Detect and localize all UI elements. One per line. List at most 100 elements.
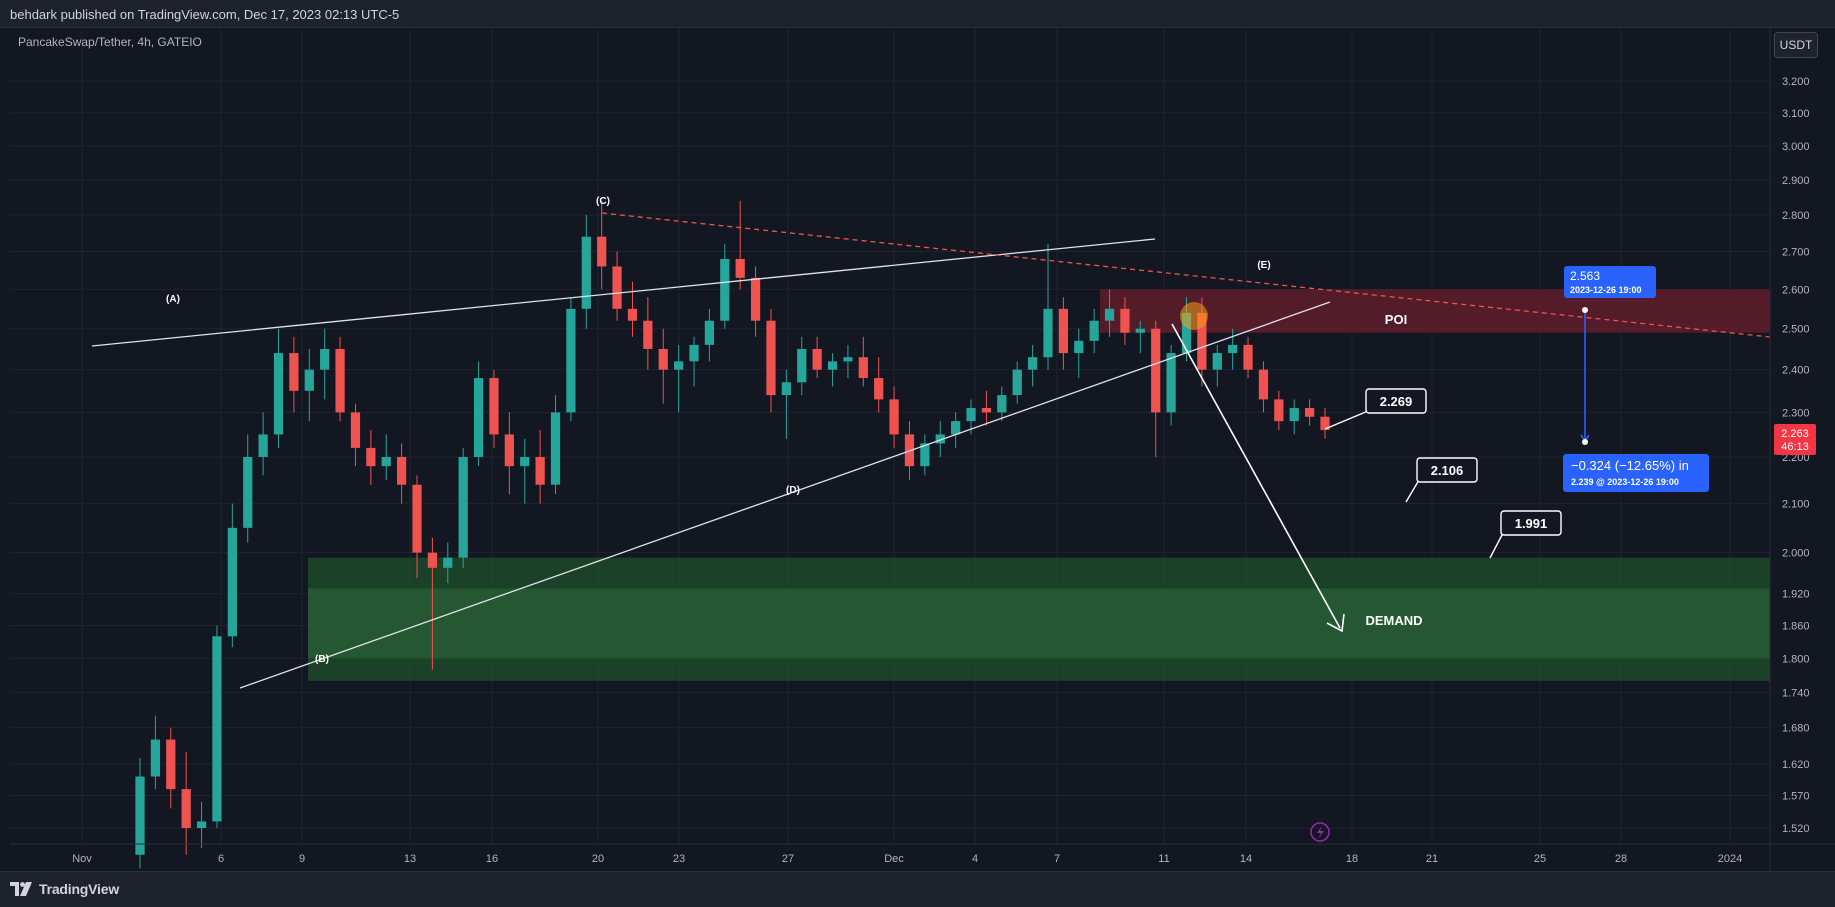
wave-label: (C)	[596, 196, 610, 207]
measure-end-info: 2.239 @ 2023-12-26 19:00	[1571, 477, 1679, 487]
measure-start-dot	[1582, 307, 1588, 313]
time-tick-label: 20	[592, 853, 604, 865]
candle-body	[812, 348, 822, 370]
time-tick-label: 13	[404, 853, 416, 865]
candle-body	[997, 395, 1007, 413]
price-tick-label: 2.100	[1782, 499, 1810, 511]
candle-body	[550, 412, 561, 485]
wave-label: (D)	[786, 485, 800, 496]
drawings-layer: (A) (B) (C) (D) (E)	[91, 196, 1771, 689]
symbol-info[interactable]: PancakeSwap/Tether, 4h, GATEIO	[18, 35, 202, 49]
candle-body	[381, 456, 391, 467]
candle-body	[166, 739, 176, 790]
candle-body	[212, 636, 222, 822]
candle-body	[1043, 308, 1053, 358]
price-tick-label: 1.860	[1782, 620, 1810, 632]
price-tick-label: 2.800	[1782, 210, 1810, 222]
price-tick-label: 1.620	[1782, 759, 1810, 771]
candle-body	[150, 739, 161, 777]
candle-body	[797, 348, 807, 383]
time-tick-label: 14	[1240, 853, 1252, 865]
candle-body	[181, 789, 191, 828]
current-price-tag	[1774, 424, 1816, 455]
candle-body	[750, 277, 761, 321]
candle-body	[1135, 328, 1145, 333]
candle-body	[1027, 357, 1038, 370]
candle-body	[135, 776, 145, 855]
candle-body	[1274, 399, 1284, 422]
resistance-dashed-line	[601, 212, 1771, 338]
time-tick-label: Nov	[72, 853, 92, 865]
target-pointer	[1405, 479, 1420, 503]
target-pointer	[1324, 410, 1369, 430]
time-tick-label: 23	[673, 853, 685, 865]
candle-body	[335, 348, 345, 413]
candle-body	[566, 308, 576, 413]
candle-body	[612, 266, 622, 309]
candle-body	[581, 236, 591, 309]
candle-body	[1228, 344, 1238, 354]
candle-body	[243, 456, 253, 528]
lightning-icon	[1310, 822, 1330, 842]
time-tick-label: 18	[1346, 853, 1358, 865]
highlight-circle	[1180, 302, 1208, 330]
candle-body	[1074, 340, 1084, 354]
currency-button[interactable]: USDT	[1774, 32, 1818, 58]
time-tick-label: 6	[218, 853, 224, 865]
measure-start-box	[1564, 266, 1656, 298]
time-tick-label: 11	[1158, 853, 1169, 865]
candle-body	[720, 258, 730, 321]
target-label: 2.106	[1431, 463, 1464, 478]
candle-body	[196, 821, 207, 828]
time-tick-label: Dec	[884, 853, 904, 865]
target-box	[1416, 457, 1478, 483]
candle-body	[427, 552, 438, 568]
price-tick-label: 3.000	[1782, 141, 1810, 153]
candle-body	[273, 353, 284, 435]
candle-body	[412, 484, 422, 553]
plot-background	[10, 28, 1770, 844]
tradingview-logo-icon	[10, 882, 32, 896]
time-tick-label: 7	[1054, 853, 1060, 865]
candle-body	[535, 456, 545, 485]
candle-body	[1058, 308, 1068, 354]
time-tick-label: 28	[1615, 853, 1627, 865]
price-tick-label: 1.680	[1782, 723, 1810, 735]
candle-body	[320, 348, 330, 370]
tradingview-logo[interactable]: TradingView	[10, 881, 119, 897]
price-tick-label: 2.400	[1782, 365, 1810, 377]
candle-body	[473, 378, 484, 457]
price-tick-label: 2.000	[1782, 548, 1810, 560]
demand-zone-core	[308, 588, 1770, 659]
price-tick-label: 2.900	[1782, 175, 1810, 187]
time-tick-label: 4	[972, 853, 978, 865]
time-tick-label: 21	[1426, 853, 1438, 865]
measure-start-date: 2023-12-26 19:00	[1570, 285, 1642, 295]
candle-body	[889, 399, 899, 435]
candle-body	[304, 369, 314, 391]
time-tick-label: 25	[1534, 853, 1546, 865]
chart-area[interactable]: POI DEMAND (A) (B) (C) (D) (E) 3.200 3.100 3.00…	[0, 28, 1835, 871]
price-tick-label: 1.570	[1782, 791, 1810, 803]
measure-end-dot	[1582, 439, 1588, 445]
target-box	[1365, 388, 1427, 414]
candle-body	[920, 443, 930, 467]
candle-body	[1181, 312, 1192, 354]
lightning-glyph	[1317, 826, 1324, 839]
candle-body	[951, 421, 961, 435]
candle-body	[981, 408, 992, 413]
time-tick-label: 9	[299, 853, 305, 865]
candle-body	[689, 344, 699, 362]
time-tick-label: 2024	[1718, 853, 1742, 865]
candle-body	[1120, 308, 1130, 333]
price-tick-label: 2.600	[1782, 284, 1810, 296]
demand-zone-label: DEMAND	[1365, 613, 1422, 628]
measure-start-price: 2.563	[1570, 269, 1600, 283]
candle-body	[397, 456, 407, 485]
candle-body	[1197, 312, 1207, 370]
candle-body	[258, 434, 268, 457]
chart-canvas[interactable]: POI DEMAND (A) (B) (C) (D) (E) 3.200 3.100 3.00…	[0, 28, 1835, 871]
poi-zone-label: POI	[1385, 312, 1407, 327]
candle-body	[227, 527, 237, 637]
candle-body	[674, 361, 684, 370]
